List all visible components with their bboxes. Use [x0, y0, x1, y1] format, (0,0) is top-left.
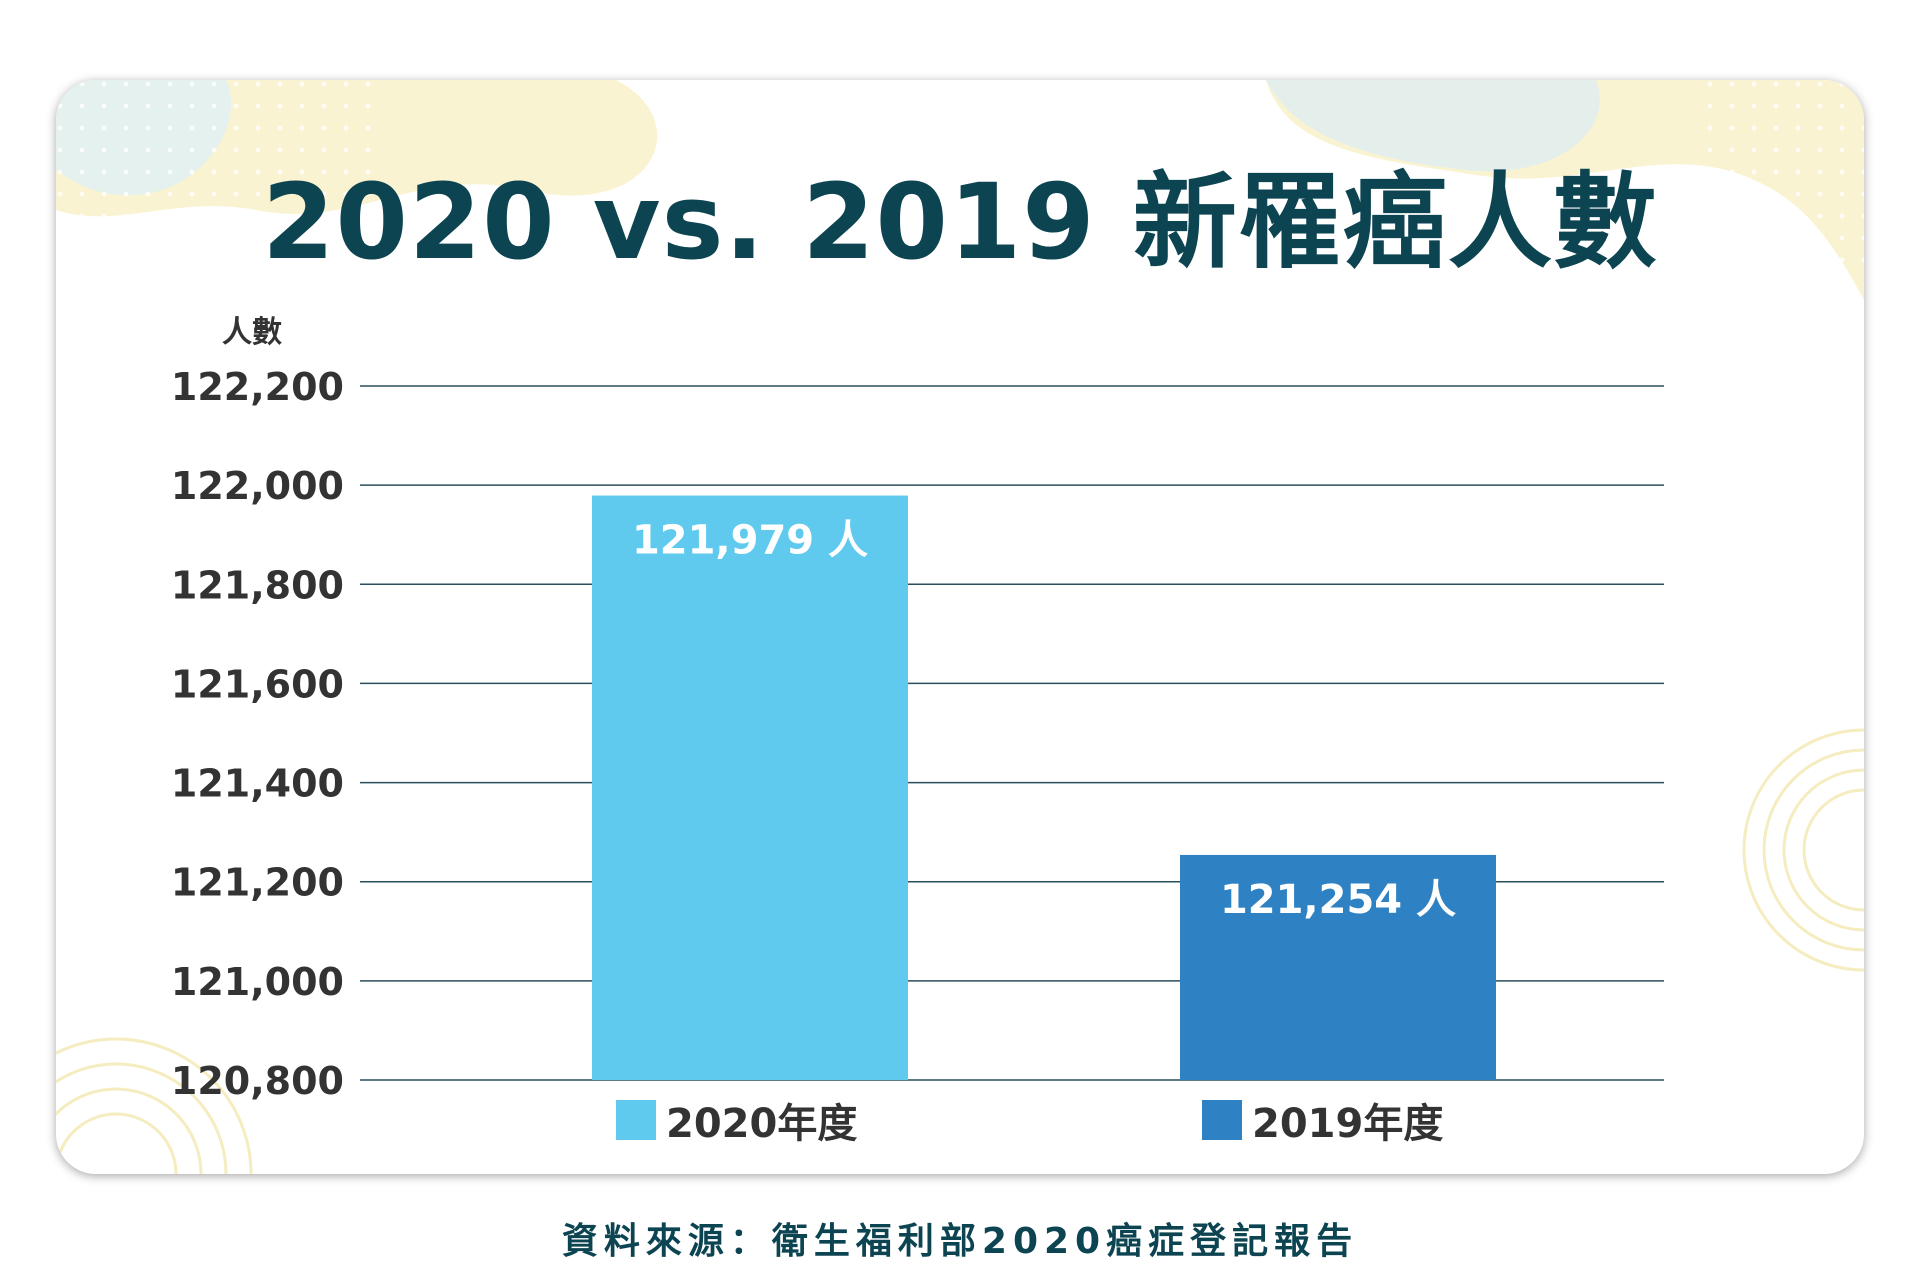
- gridlines: [360, 385, 1664, 1081]
- background-decoration: [56, 80, 1864, 1174]
- bar-chart: 120,800 121,000 121,200 121,400 121,600 121,8…: [171, 315, 1664, 1103]
- y-axis-label: 人數: [222, 315, 282, 350]
- bars: [592, 495, 1496, 1080]
- data-label-2019: 121,254 人: [1220, 877, 1456, 923]
- y-tick-label: 121,200: [171, 861, 344, 905]
- source-note: 資料來源：衛生福利部2020癌症登記報告: [561, 1221, 1359, 1262]
- legend-label-2020: 2020年度: [666, 1101, 858, 1147]
- y-tick-label: 122,000: [171, 464, 344, 508]
- data-label-2020: 121,979 人: [632, 518, 868, 564]
- bar-2019: [1180, 854, 1496, 1080]
- y-tick-label: 121,000: [171, 960, 344, 1004]
- y-tick-label: 121,600: [171, 662, 344, 706]
- y-tick-label: 120,800: [171, 1059, 344, 1103]
- y-tick-label: 121,400: [171, 762, 344, 806]
- y-tick-label: 122,200: [171, 365, 344, 409]
- chart-title: 2020 vs. 2019 新罹癌人數: [262, 161, 1658, 283]
- bar-2020: [592, 495, 908, 1080]
- legend-swatch-2020: [616, 1100, 656, 1140]
- y-tick-labels: 120,800 121,000 121,200 121,400 121,600 121,8…: [171, 365, 344, 1103]
- legend-swatch-2019: [1202, 1100, 1242, 1140]
- legend-label-2019: 2019年度: [1252, 1101, 1444, 1147]
- legend-item-2019: 2019年度: [1202, 1096, 1443, 1147]
- chart-card: 2020 vs. 2019 新罹癌人數 120,800 121,000 121,20…: [56, 80, 1864, 1174]
- y-tick-label: 121,800: [171, 563, 344, 607]
- data-labels: 121,979 人 121,254 人: [632, 518, 1456, 923]
- legend-item-2020: 2020年度: [616, 1096, 857, 1147]
